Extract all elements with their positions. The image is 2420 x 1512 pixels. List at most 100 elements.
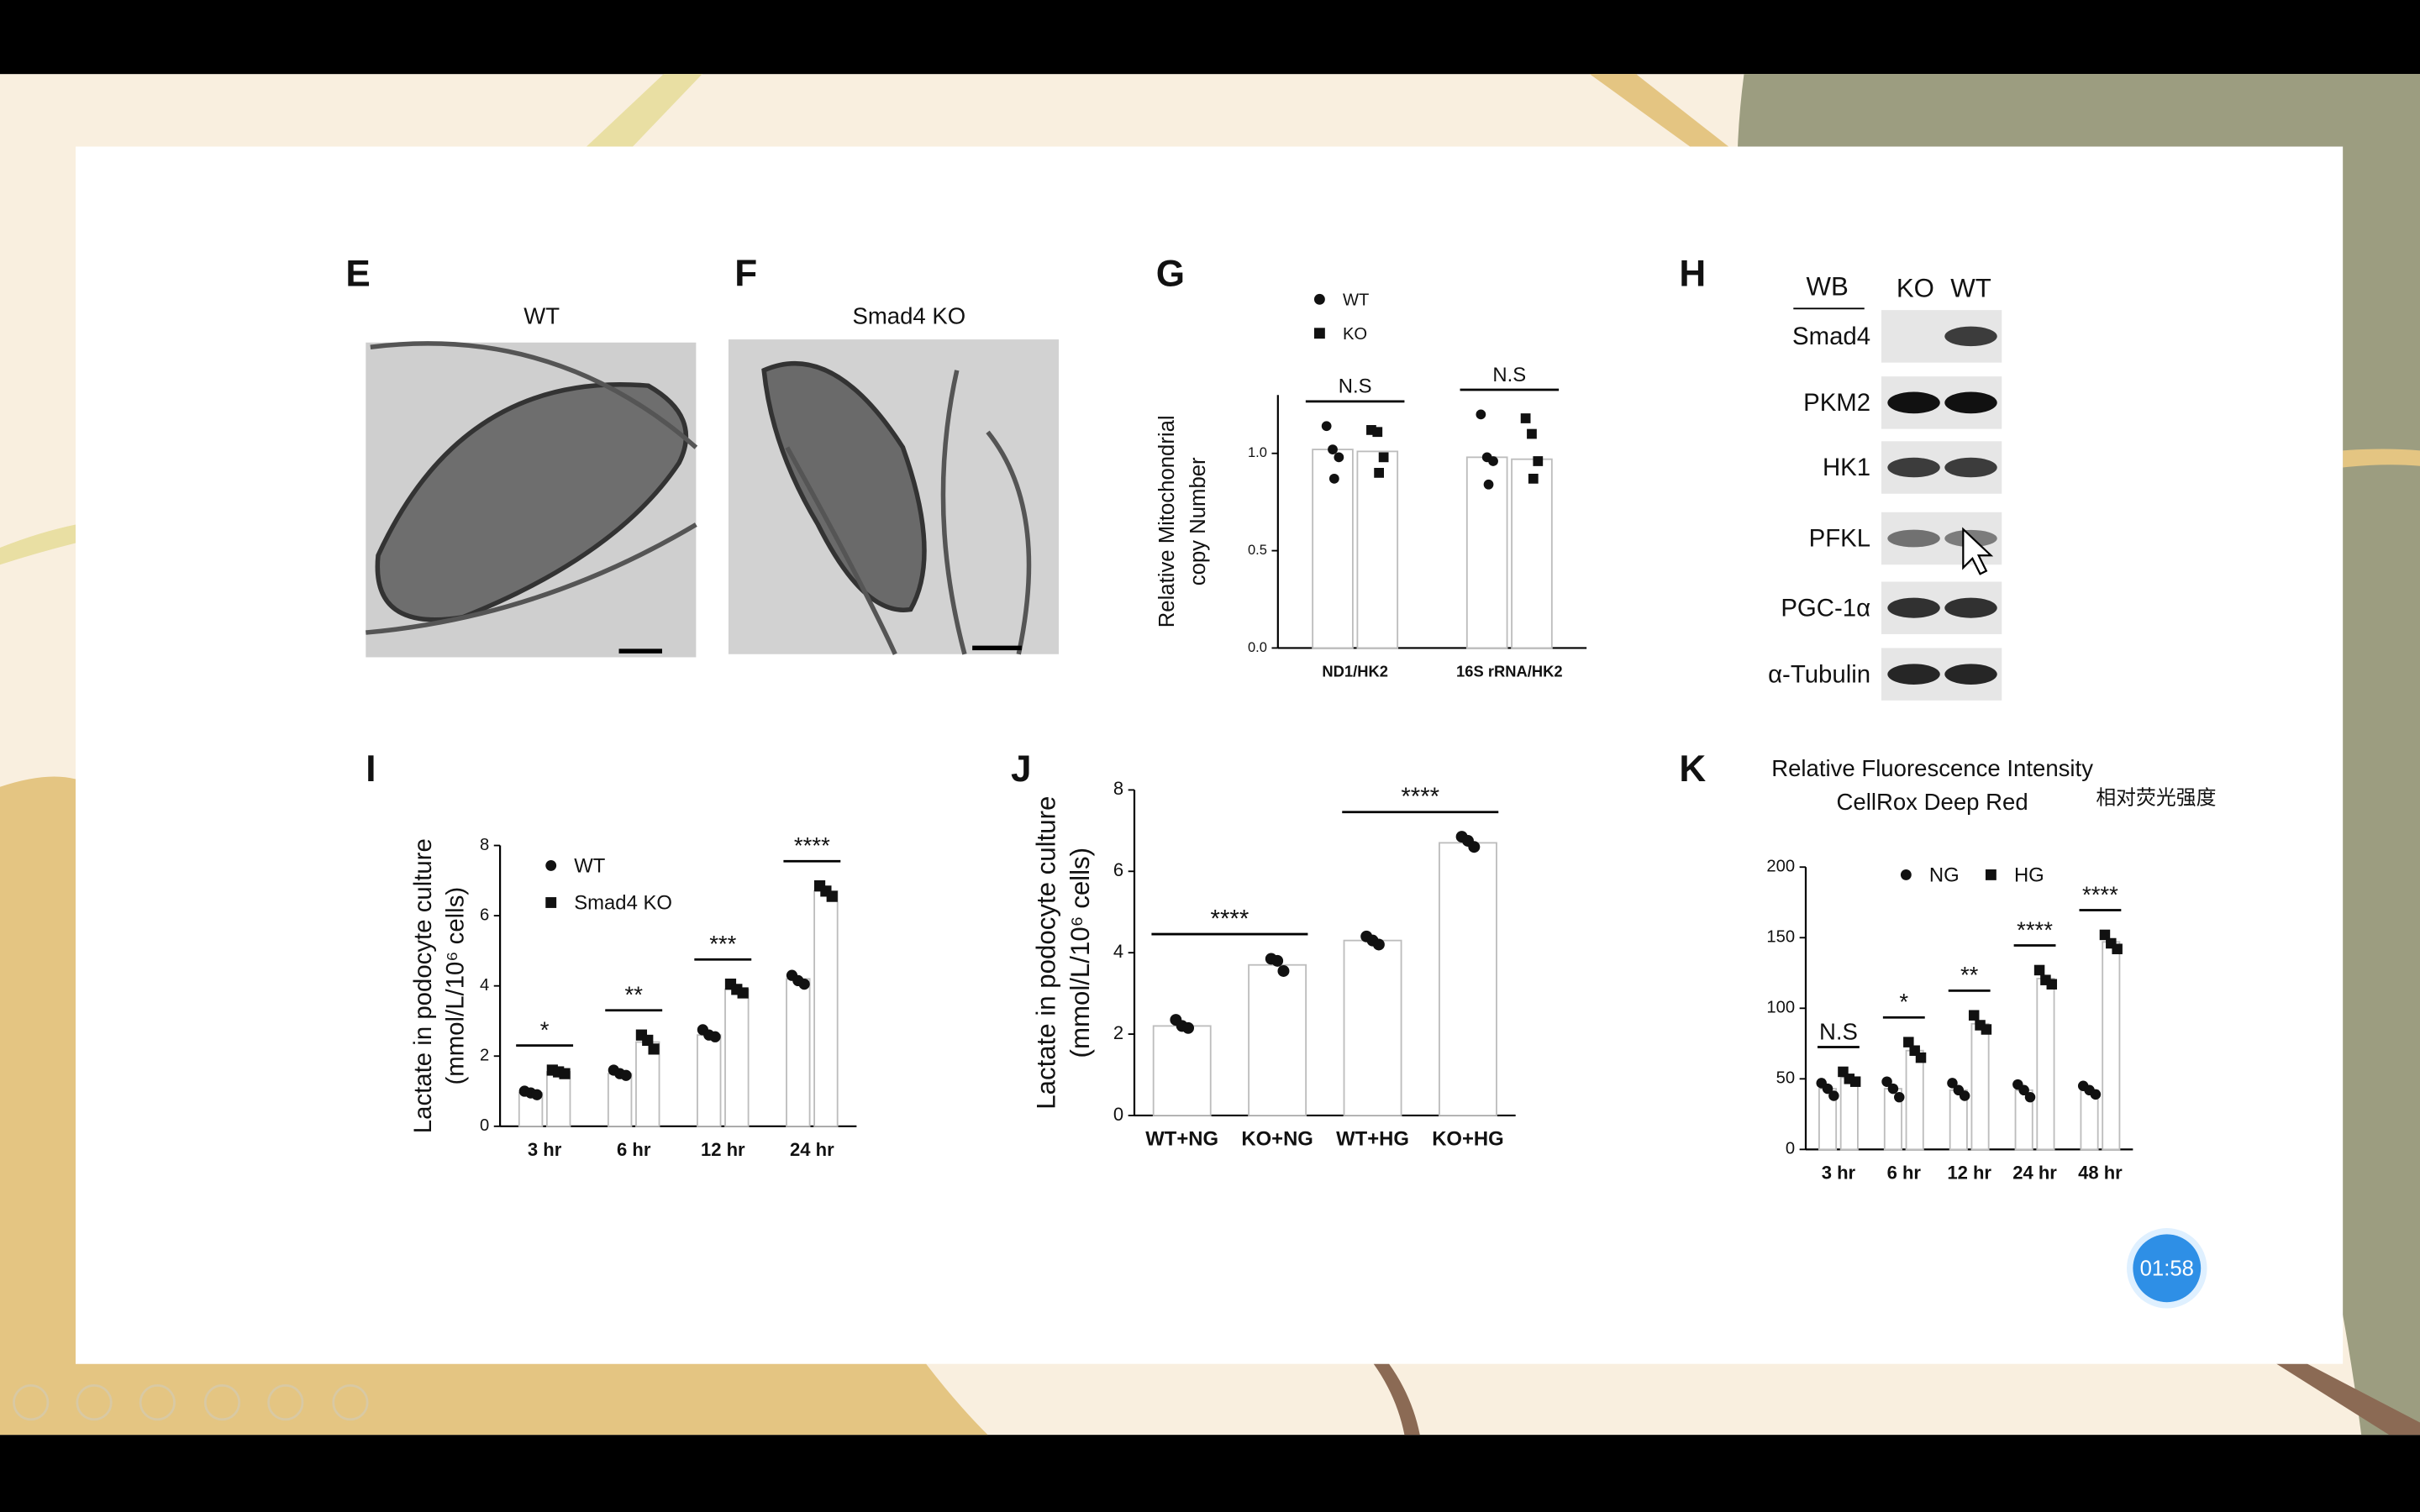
y-tick-label: 4 bbox=[480, 976, 489, 995]
y-tick-label: 2 bbox=[1113, 1022, 1123, 1043]
data-point bbox=[1372, 938, 1385, 951]
x-tick-label: 12 hr bbox=[1947, 1163, 1991, 1184]
y-tick-label: 8 bbox=[1113, 778, 1123, 799]
timer[interactable] bbox=[2133, 1234, 2202, 1303]
data-point bbox=[1468, 841, 1481, 853]
more-button[interactable] bbox=[332, 1384, 369, 1421]
chart-title: Relative Fluorescence Intensity bbox=[1771, 755, 2093, 781]
data-point bbox=[1822, 1083, 1833, 1095]
data-point bbox=[1527, 428, 1537, 439]
bar bbox=[1343, 939, 1402, 1116]
y-tick-label: 8 bbox=[480, 836, 489, 854]
pen-button[interactable] bbox=[139, 1384, 176, 1421]
y-axis-label: copy Number bbox=[1186, 457, 1210, 585]
data-point bbox=[2024, 1091, 2036, 1103]
data-point bbox=[1271, 954, 1284, 967]
significance-label: ** bbox=[624, 982, 643, 1008]
bar bbox=[1439, 842, 1497, 1116]
blot-band bbox=[1887, 457, 1940, 478]
legend-label: NG bbox=[1929, 864, 1960, 887]
data-point bbox=[1887, 1083, 1899, 1095]
x-tick-label: 12 hr bbox=[701, 1139, 745, 1160]
data-point bbox=[1533, 456, 1544, 466]
significance-label: N.S bbox=[1819, 1018, 1858, 1044]
data-point bbox=[737, 987, 749, 999]
data-point bbox=[2018, 1084, 2029, 1096]
y-axis-label: (mmol/L/10⁶ cells) bbox=[1065, 848, 1095, 1058]
image-title: Smad4 KO bbox=[852, 303, 965, 329]
y-tick-label: 0 bbox=[1113, 1104, 1123, 1125]
x-tick-label: 6 hr bbox=[617, 1139, 651, 1160]
bar bbox=[2036, 978, 2055, 1151]
data-point bbox=[1277, 965, 1290, 977]
blot-band bbox=[1944, 597, 1997, 618]
panel-label: H bbox=[1679, 253, 1706, 294]
data-point bbox=[1968, 1010, 1980, 1021]
x-tick-label: ND1/HK2 bbox=[1322, 663, 1388, 680]
blot-band bbox=[1887, 664, 1940, 685]
data-point bbox=[1476, 409, 1486, 420]
significance-label: * bbox=[540, 1016, 550, 1042]
panel-label: J bbox=[1011, 748, 1032, 790]
y-tick-label: 0.5 bbox=[1248, 542, 1267, 558]
data-point bbox=[2099, 929, 2111, 941]
y-tick-label: 0 bbox=[480, 1116, 489, 1135]
blot-row-label: α-Tubulin bbox=[1768, 660, 1870, 688]
significance-label: **** bbox=[1211, 905, 1249, 932]
x-tick-label: KO+HG bbox=[1432, 1128, 1504, 1151]
data-point bbox=[1378, 452, 1389, 463]
bar bbox=[786, 978, 811, 1127]
data-point bbox=[1959, 1090, 1970, 1101]
data-point bbox=[1334, 452, 1344, 463]
panel-label: G bbox=[1156, 253, 1185, 294]
data-point bbox=[1328, 444, 1338, 454]
prev-button[interactable] bbox=[13, 1384, 50, 1421]
x-tick-label: 48 hr bbox=[2078, 1163, 2123, 1184]
legend-marker bbox=[545, 859, 557, 871]
data-point bbox=[1903, 1037, 1914, 1047]
timer-text: 01:58 bbox=[2140, 1257, 2194, 1280]
y-tick-label: 200 bbox=[1766, 858, 1795, 876]
y-tick-label: 6 bbox=[480, 906, 489, 924]
x-tick-label: 6 hr bbox=[1887, 1163, 1922, 1184]
data-point bbox=[1849, 1076, 1861, 1087]
slides-button[interactable] bbox=[203, 1384, 241, 1421]
data-point bbox=[1828, 1090, 1839, 1101]
panel-label: F bbox=[734, 253, 757, 294]
bar bbox=[545, 1071, 571, 1127]
chart: 0 50 100 150 200 Relative Fluorescence Intens… bbox=[1766, 755, 2216, 1184]
data-point bbox=[559, 1068, 571, 1079]
legend-label: WT bbox=[574, 855, 606, 878]
legend-marker bbox=[545, 897, 557, 908]
image-title: WT bbox=[523, 303, 560, 329]
chart: 0 2 4 6 8 Lactate in podocyte culture (mmol/L/… bbox=[1031, 778, 1516, 1151]
zoom-button[interactable] bbox=[267, 1384, 304, 1421]
data-point bbox=[1915, 1052, 1927, 1063]
data-point bbox=[1483, 479, 1494, 490]
chart: 0 2 4 6 8 Lactate in podocyte culture (mmol/L/… bbox=[409, 832, 857, 1160]
data-point bbox=[826, 890, 838, 902]
data-point bbox=[1372, 427, 1383, 438]
data-point bbox=[798, 978, 810, 990]
x-tick-label: KO+NG bbox=[1241, 1128, 1313, 1151]
bar bbox=[813, 890, 839, 1127]
panel-label: I bbox=[366, 748, 376, 790]
x-tick-label: 3 hr bbox=[1822, 1163, 1856, 1184]
blot-row-label: PKM2 bbox=[1803, 389, 1870, 417]
y-axis-label: (mmol/L/10⁶ cells) bbox=[441, 887, 469, 1085]
data-point bbox=[1374, 468, 1384, 478]
x-tick-label: 16S rRNA/HK2 bbox=[1456, 663, 1563, 680]
data-point bbox=[1894, 1091, 1905, 1103]
data-point bbox=[2046, 979, 2058, 990]
blot-header: WB bbox=[1807, 272, 1849, 302]
chart: 0.0 0.5 1.0 Relative Mitochondrial copy Numb… bbox=[1155, 291, 1587, 680]
legend-marker bbox=[1900, 869, 1912, 880]
bar bbox=[635, 1041, 660, 1127]
x-tick-label: WT+HG bbox=[1336, 1128, 1409, 1151]
western-blot: WB KO WT Smad4 PKM2 HK1 PFKL PGC-1α α-Tubulin bbox=[1768, 272, 2002, 701]
y-tick-label: 2 bbox=[480, 1047, 489, 1065]
next-button[interactable] bbox=[76, 1384, 113, 1421]
x-tick-label: 24 hr bbox=[2012, 1163, 2057, 1184]
data-point bbox=[2112, 943, 2123, 954]
